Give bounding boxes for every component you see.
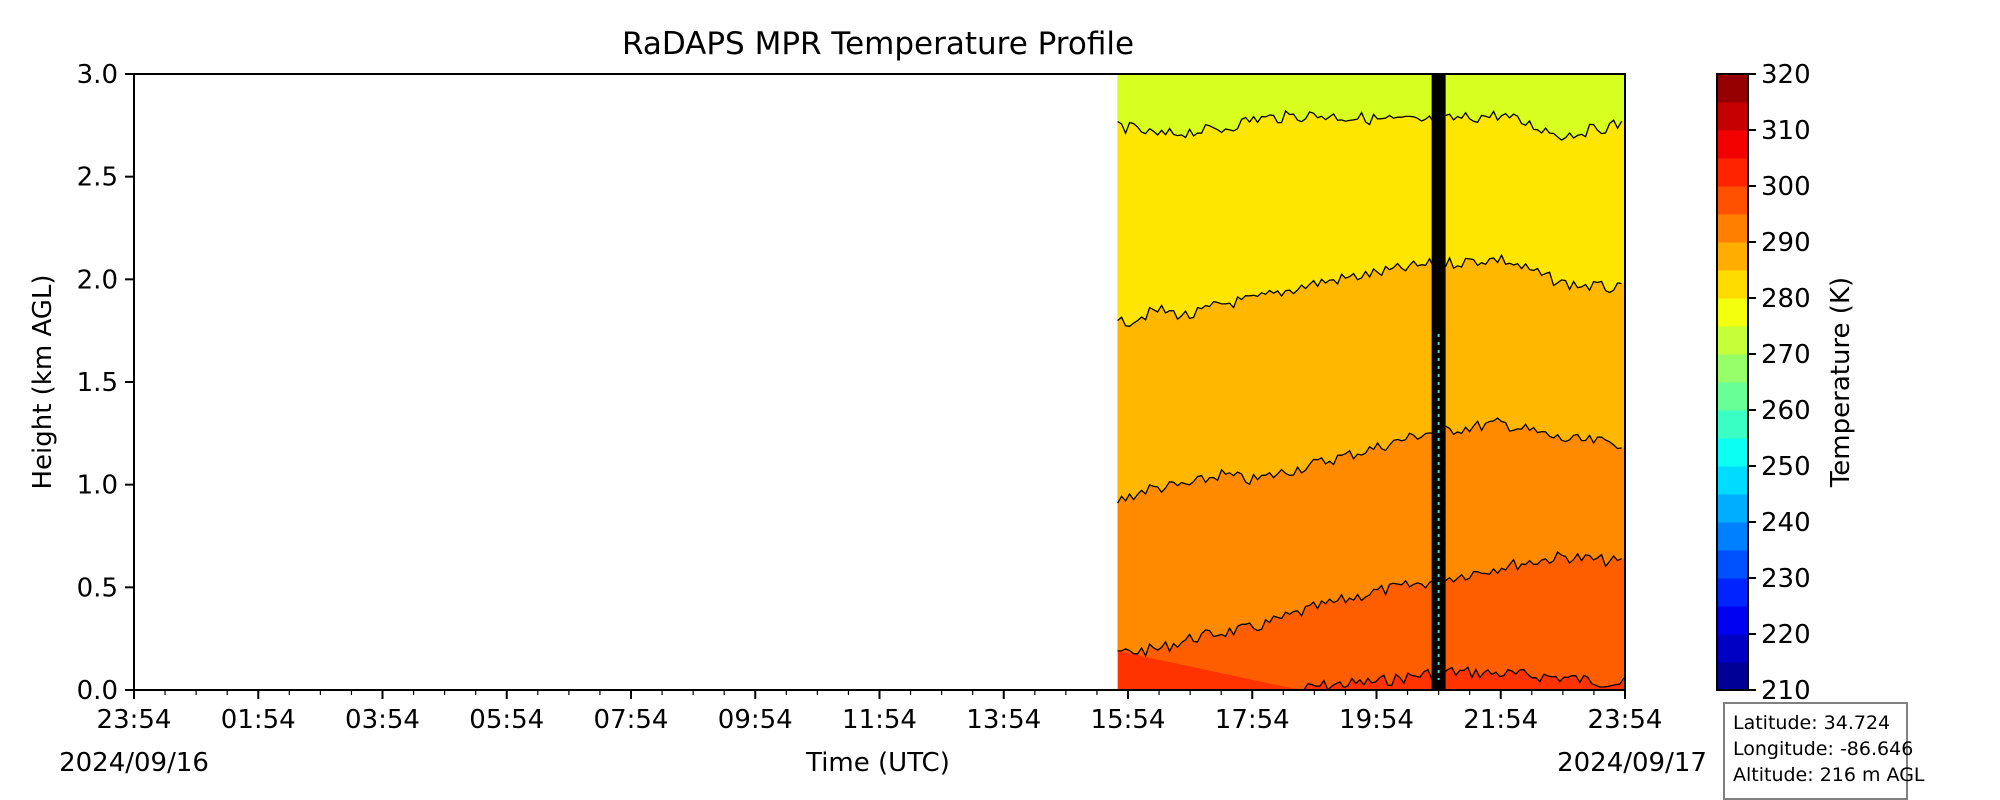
- y-axis: 0.0 0.5 1.0 1.5 2.0 2.5 3.0: [77, 60, 134, 706]
- isotherm-contours: [1117, 109, 1625, 692]
- y-tick-label: 1.0: [77, 471, 118, 501]
- colorbar-segment: [1717, 410, 1748, 439]
- colorbar-segment: [1717, 186, 1748, 215]
- colorbar-segment: [1717, 242, 1748, 271]
- isotherm-290: [1117, 550, 1622, 658]
- x-tick-label: 15:54: [1091, 705, 1166, 735]
- colorbar-tick-label: 280: [1761, 284, 1811, 314]
- y-tick-label: 2.0: [77, 265, 118, 295]
- x-tick-label: 19:54: [1339, 705, 1414, 735]
- x-tick-label: 07:54: [594, 705, 669, 735]
- isotherm-270: [1117, 253, 1622, 327]
- x-tick-label: 01:54: [221, 705, 296, 735]
- isotherm-260: [1117, 109, 1623, 141]
- x-end-date: 2024/09/17: [1557, 748, 1707, 778]
- colorbar-tick-label: 300: [1761, 172, 1811, 202]
- temperature-band: [1117, 74, 1625, 141]
- colorbar-segment: [1717, 382, 1748, 411]
- temperature-band: [1117, 255, 1625, 503]
- y-tick-label: 3.0: [77, 60, 118, 90]
- colorbar-segment: [1717, 466, 1748, 495]
- colorbar-segment: [1717, 130, 1748, 159]
- colorbar-segment: [1717, 102, 1748, 131]
- altitude-text: Altitude: 216 m AGL: [1733, 764, 1925, 786]
- y-tick-label: 0.5: [77, 573, 118, 603]
- chart-title: RaDAPS MPR Temperature Profile: [622, 26, 1134, 62]
- x-tick-label: 17:54: [1215, 705, 1290, 735]
- x-start-date: 2024/09/16: [59, 748, 209, 778]
- colorbar-segment: [1717, 326, 1748, 355]
- y-tick-label: 1.5: [77, 368, 118, 398]
- colorbar-segment: [1717, 270, 1748, 299]
- colorbar-tick-label: 260: [1761, 396, 1811, 426]
- station-info-box: Latitude: 34.724 Longitude: -86.646 Alti…: [1723, 702, 1925, 800]
- x-tick-label: 03:54: [345, 705, 420, 735]
- x-tick-label: 21:54: [1463, 705, 1538, 735]
- colorbar-segment: [1717, 158, 1748, 187]
- colorbar-tick-label: 240: [1761, 508, 1811, 538]
- latitude-text: Latitude: 34.724: [1733, 712, 1891, 734]
- longitude-text: Longitude: -86.646: [1733, 738, 1914, 760]
- x-tick-label: 05:54: [469, 705, 544, 735]
- isotherm-280: [1117, 417, 1622, 504]
- colorbar-segment: [1717, 522, 1748, 551]
- x-tick-label: 23:54: [1588, 705, 1663, 735]
- colorbar-segment: [1717, 438, 1748, 467]
- x-tick-label: 09:54: [718, 705, 793, 735]
- temperature-fill-layer: [1117, 74, 1625, 690]
- temperature-band: [1117, 552, 1625, 690]
- isotherm-300: [1299, 666, 1625, 692]
- y-tick-label: 0.0: [77, 676, 118, 706]
- temperature-band: [1117, 418, 1625, 656]
- colorbar-segment: [1717, 214, 1748, 243]
- colorbar-segment: [1717, 634, 1748, 663]
- colorbar-tick-label: 210: [1761, 676, 1811, 706]
- colorbar-label: Temperature (K): [1826, 277, 1856, 488]
- anomaly-column: [1431, 74, 1446, 690]
- colorbar-segment: [1717, 662, 1748, 691]
- colorbar-segment: [1717, 298, 1748, 327]
- colorbar-tick-label: 250: [1761, 452, 1811, 482]
- colorbar-tick-label: 320: [1761, 60, 1811, 90]
- x-tick-label: 13:54: [966, 705, 1041, 735]
- temperature-band: [1117, 667, 1625, 690]
- colorbar: 210 220 230 240 250 260 270 280 290 300 310 320: [1716, 60, 1811, 706]
- x-tick-label: 23:54: [97, 705, 172, 735]
- colorbar-segment: [1717, 494, 1748, 523]
- colorbar-segment: [1717, 578, 1748, 607]
- colorbar-segment: [1717, 74, 1748, 103]
- colorbar-tick-label: 310: [1761, 116, 1811, 146]
- y-axis-label: Height (km AGL): [28, 274, 58, 489]
- colorbar-segment: [1717, 606, 1748, 635]
- colorbar-tick-label: 290: [1761, 228, 1811, 258]
- x-tick-label: 11:54: [842, 705, 917, 735]
- colorbar-segment: [1717, 550, 1748, 579]
- colorbar-tick-label: 270: [1761, 340, 1811, 370]
- colorbar-tick-label: 220: [1761, 620, 1811, 650]
- colorbar-frame: [1716, 73, 1749, 691]
- temperature-band: [1117, 111, 1625, 327]
- colorbar-tick-label: 230: [1761, 564, 1811, 594]
- y-tick-label: 2.5: [77, 163, 118, 193]
- x-axis: 23:54 01:54 03:54 05:54 07:54 09:54 11:54 13:54…: [97, 690, 1663, 735]
- x-axis-label: Time (UTC): [805, 748, 950, 778]
- colorbar-segment: [1717, 354, 1748, 383]
